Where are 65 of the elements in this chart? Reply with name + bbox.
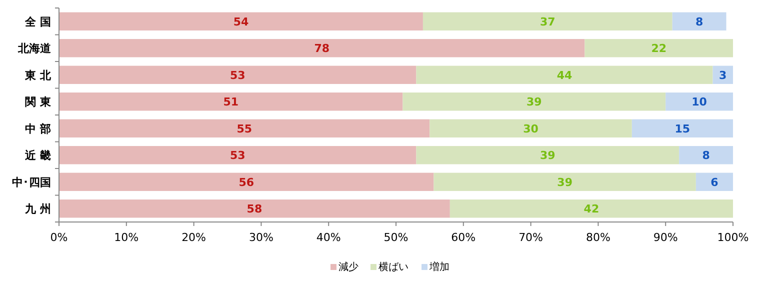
x-tick-label: 50% xyxy=(384,231,408,244)
y-tick-label: 中･四国 xyxy=(12,176,51,189)
data-label: 58 xyxy=(246,202,262,216)
data-label: 30 xyxy=(523,122,539,136)
data-label: 55 xyxy=(236,122,252,136)
bar xyxy=(632,119,733,138)
bar xyxy=(672,12,726,30)
y-tick-label: 東 北 xyxy=(24,68,52,82)
y-tick-label: 九 州 xyxy=(24,202,51,216)
data-label: 39 xyxy=(526,96,542,109)
y-tick-label: 近 畿 xyxy=(24,149,51,162)
data-label: 51 xyxy=(223,96,239,109)
bar xyxy=(59,200,450,218)
data-label: 39 xyxy=(540,149,556,162)
bar xyxy=(416,146,680,164)
bar xyxy=(666,92,733,111)
x-tick-label: 30% xyxy=(248,231,274,244)
bar xyxy=(416,66,713,84)
data-label: 53 xyxy=(230,149,246,162)
bar xyxy=(59,66,416,84)
bar xyxy=(422,12,672,30)
y-tick-label: 中 部 xyxy=(25,122,51,136)
data-label: 37 xyxy=(540,15,556,28)
legend-label: 減少 xyxy=(338,261,358,273)
legend-label: 増加 xyxy=(428,261,450,273)
bar xyxy=(59,92,403,111)
data-label: 22 xyxy=(651,42,667,56)
bar xyxy=(584,39,733,58)
bar xyxy=(402,92,666,111)
data-label: 44 xyxy=(556,68,572,82)
data-label: 6 xyxy=(710,176,719,189)
data-label: 78 xyxy=(314,42,330,56)
bar xyxy=(59,172,434,191)
data-label: 56 xyxy=(238,176,254,189)
x-tick-label: 60% xyxy=(451,231,476,244)
bar xyxy=(59,119,430,138)
bar xyxy=(679,146,733,164)
bar xyxy=(696,172,733,191)
x-tick-label: 0% xyxy=(50,231,68,244)
bar xyxy=(434,172,696,191)
data-label: 53 xyxy=(230,68,246,82)
bar xyxy=(59,12,423,30)
bar xyxy=(430,119,632,138)
x-tick-label: 90% xyxy=(653,231,678,244)
data-label: 42 xyxy=(584,202,600,216)
x-tick-label: 20% xyxy=(182,231,206,244)
y-tick-label: 全 国 xyxy=(24,15,51,28)
x-tick-label: 70% xyxy=(518,231,544,244)
data-label: 39 xyxy=(557,176,572,189)
data-label: 10 xyxy=(692,96,708,109)
bar xyxy=(59,146,416,164)
data-label: 54 xyxy=(233,15,249,28)
data-label: 8 xyxy=(702,149,710,162)
x-tick-label: 100% xyxy=(717,231,749,244)
x-tick-label: 80% xyxy=(586,231,610,244)
data-label: 15 xyxy=(674,122,690,136)
data-label: 3 xyxy=(719,68,727,82)
legend-label: 横ばい xyxy=(378,261,408,273)
y-tick-label: 関 東 xyxy=(25,96,52,109)
x-tick-label: 40% xyxy=(316,231,341,244)
bar xyxy=(450,200,733,218)
y-tick-label: 北海道 xyxy=(17,42,52,56)
bar xyxy=(59,39,585,58)
data-label: 8 xyxy=(695,15,704,28)
x-tick-label: 10% xyxy=(114,231,139,244)
